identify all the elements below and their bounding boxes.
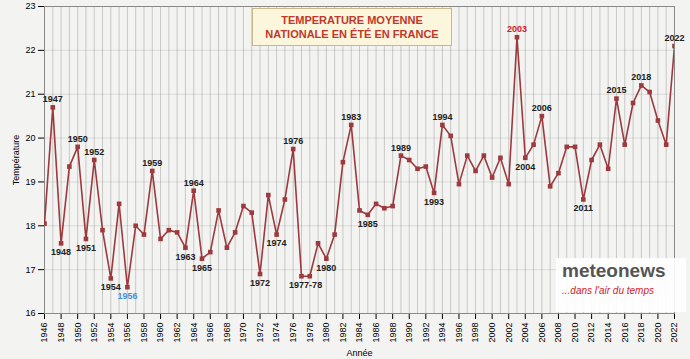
html-text:meteonews: meteonews	[562, 260, 666, 281]
svg-text:1964: 1964	[189, 323, 199, 343]
svg-text:1974: 1974	[271, 323, 281, 343]
svg-text:2010: 2010	[570, 323, 580, 343]
svg-text:1976: 1976	[288, 323, 298, 343]
svg-text:1992: 1992	[421, 323, 431, 343]
svg-text:1964: 1964	[184, 178, 204, 188]
svg-text:1994: 1994	[432, 112, 452, 122]
svg-text:1947: 1947	[43, 94, 63, 104]
svg-text:2006: 2006	[537, 323, 547, 343]
svg-text:1968: 1968	[222, 323, 232, 343]
svg-text:Température: Température	[11, 135, 21, 186]
svg-text:2022: 2022	[664, 33, 684, 43]
svg-text:1956: 1956	[122, 323, 132, 343]
svg-text:1966: 1966	[205, 323, 215, 343]
svg-text:2004: 2004	[520, 323, 530, 343]
svg-text:2020: 2020	[653, 323, 663, 343]
svg-text:1962: 1962	[172, 323, 182, 343]
svg-text:1948: 1948	[51, 247, 71, 257]
svg-text:2012: 2012	[586, 323, 596, 343]
svg-text:2011: 2011	[574, 203, 594, 213]
svg-text:1986: 1986	[371, 323, 381, 343]
svg-text:1972: 1972	[250, 278, 270, 288]
svg-text:17: 17	[25, 265, 35, 275]
svg-text:23: 23	[25, 1, 35, 11]
svg-text:2022: 2022	[669, 323, 679, 343]
svg-text:1963: 1963	[175, 252, 195, 262]
svg-text:1989: 1989	[391, 142, 411, 152]
svg-text:2002: 2002	[504, 323, 514, 343]
svg-text:21: 21	[25, 89, 35, 99]
svg-text:1950: 1950	[68, 134, 88, 144]
svg-text:1980: 1980	[316, 263, 336, 273]
svg-text:1974: 1974	[267, 238, 287, 248]
svg-text:1946: 1946	[39, 323, 49, 343]
svg-text:1983: 1983	[341, 112, 361, 122]
svg-text:1948: 1948	[56, 323, 66, 343]
html-text:TEMPERATURE MOYENNE NATIONALE: TEMPERATURE MOYENNE NATIONALE EN ÉTÉ EN …	[265, 14, 439, 40]
svg-text:2015: 2015	[606, 85, 626, 95]
svg-text:19: 19	[25, 177, 35, 187]
svg-text:1994: 1994	[437, 323, 447, 343]
svg-text:1977-78: 1977-78	[289, 280, 322, 290]
svg-text:1982: 1982	[338, 323, 348, 343]
svg-text:1972: 1972	[255, 323, 265, 343]
svg-text:2014: 2014	[603, 323, 613, 343]
svg-text:1959: 1959	[142, 158, 162, 168]
svg-text:1954: 1954	[100, 282, 121, 293]
svg-text:1958: 1958	[139, 323, 149, 343]
svg-text:1996: 1996	[454, 323, 464, 343]
svg-text:2000: 2000	[487, 323, 497, 343]
svg-text:1984: 1984	[354, 323, 364, 343]
svg-text:18: 18	[25, 221, 35, 231]
svg-text:1980: 1980	[321, 323, 331, 343]
svg-text:2008: 2008	[553, 323, 563, 343]
svg-text:1990: 1990	[404, 323, 414, 343]
svg-text:1988: 1988	[388, 323, 398, 343]
svg-text:2006: 2006	[532, 103, 552, 113]
svg-text:1976: 1976	[283, 136, 303, 146]
svg-text:16: 16	[25, 308, 35, 318]
svg-text:1952: 1952	[89, 323, 99, 343]
svg-text:1993: 1993	[424, 197, 444, 207]
svg-text:2018: 2018	[636, 323, 646, 343]
svg-text:1978: 1978	[305, 323, 315, 343]
svg-text:1985: 1985	[358, 219, 378, 229]
html-text:...dans l'air du temps: ...dans l'air du temps	[562, 285, 654, 296]
svg-text:2003: 2003	[507, 24, 527, 34]
svg-text:1954: 1954	[106, 323, 116, 343]
svg-text:1960: 1960	[155, 323, 165, 343]
svg-text:22: 22	[25, 45, 35, 55]
svg-text:2004: 2004	[515, 162, 535, 172]
svg-text:Année: Année	[346, 348, 372, 358]
svg-text:20: 20	[25, 133, 35, 143]
svg-text:1965: 1965	[192, 263, 212, 273]
svg-text:2018: 2018	[631, 72, 651, 82]
svg-text:1956: 1956	[117, 291, 137, 301]
svg-text:1951: 1951	[76, 243, 96, 253]
svg-text:1970: 1970	[238, 323, 248, 343]
svg-text:1952: 1952	[84, 147, 104, 157]
svg-text:1950: 1950	[73, 323, 83, 343]
svg-text:1998: 1998	[470, 323, 480, 343]
svg-text:2016: 2016	[620, 323, 630, 343]
